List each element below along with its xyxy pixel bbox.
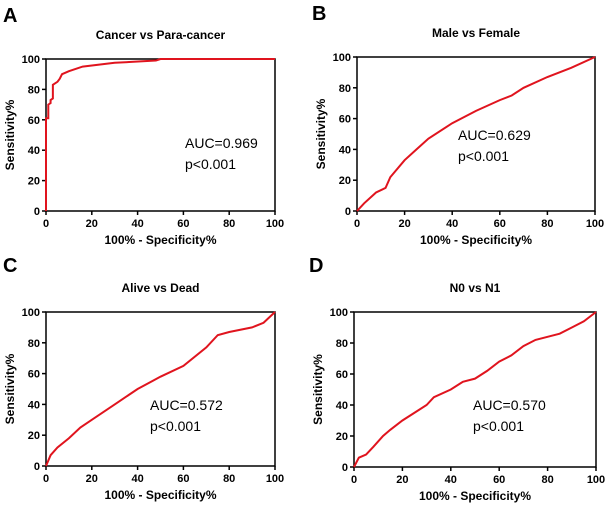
x-tick-label: 60 [177,218,189,230]
x-tick-label: 80 [223,218,235,230]
y-tick-label: 60 [28,115,40,127]
x-tick-label: 20 [396,474,408,486]
x-tick-label: 100 [586,218,604,230]
plot-frame [356,56,596,212]
x-tick-label: 60 [177,473,189,485]
x-axis-label: 100% - Specificity% [419,489,531,503]
y-axis-label: Sensitivity% [3,99,17,170]
y-tick-label: 0 [34,206,40,218]
y-tick-label: 80 [336,338,348,350]
auc-label: AUC=0.969 [185,135,258,151]
x-axis-label: 100% - Specificity% [104,233,216,247]
x-tick-label: 20 [86,473,98,485]
p-value-label: p<0.001 [473,418,524,434]
roc-curve [45,311,276,467]
x-tick-label: 0 [43,473,49,485]
auc-label: AUC=0.629 [458,127,531,143]
x-axis-label: 100% - Specificity% [104,488,216,502]
y-axis-label: Sensitivity% [3,353,17,424]
chart-title: Alive vs Dead [121,281,199,295]
chart-title: Male vs Female [432,26,520,40]
x-tick-label: 0 [354,218,360,230]
x-tick-label: 80 [541,474,553,486]
auc-label: AUC=0.570 [473,397,546,413]
y-tick-label: 100 [22,307,40,319]
y-tick-label: 60 [28,369,40,381]
x-tick-label: 0 [351,474,357,486]
y-tick-label: 0 [345,206,351,218]
x-tick-label: 100 [587,474,605,486]
y-tick-label: 20 [28,176,40,188]
roc-curve [45,58,275,211]
y-tick-label: 40 [339,144,351,156]
x-tick-label: 100 [266,473,284,485]
x-tick-label: 40 [446,218,458,230]
x-tick-label: 0 [43,218,49,230]
x-tick-label: 40 [131,473,143,485]
roc-curve [353,311,597,468]
plot-frame [45,311,276,467]
panel-letter: B [312,3,326,25]
y-tick-label: 20 [28,430,40,442]
x-tick-label: 100 [266,218,284,230]
y-tick-label: 40 [336,400,348,412]
chart-title: Cancer vs Para-cancer [96,28,226,42]
x-axis-label: 100% - Specificity% [420,233,532,247]
y-axis-label: Sensitivity% [314,98,328,169]
y-tick-label: 0 [34,461,40,473]
y-tick-label: 100 [330,307,348,319]
x-tick-label: 60 [494,218,506,230]
p-value-label: p<0.001 [150,418,201,434]
y-tick-label: 60 [336,369,348,381]
y-tick-label: 20 [336,431,348,443]
roc-curve [356,56,596,212]
y-tick-label: 80 [339,83,351,95]
panel-C: C Alive vs Dead 0 20 40 60 80 100 0 20 40 60 80 100 10… [3,255,284,502]
y-tick-label: 20 [339,175,351,187]
y-tick-label: 40 [28,145,40,157]
panel-B: B Male vs Female 0 20 40 60 80 100 0 20 40 60 80 100 1… [312,3,604,247]
panel-A: A Cancer vs Para-cancer 0 20 40 60 80 100 0 20 40 6… [3,5,284,247]
y-tick-label: 100 [22,54,40,66]
x-tick-label: 60 [493,474,505,486]
panel-letter: A [3,5,17,27]
p-value-label: p<0.001 [185,156,236,172]
plot-frame [353,311,597,468]
y-tick-label: 100 [333,52,351,64]
y-tick-label: 60 [339,114,351,126]
y-tick-label: 80 [28,338,40,350]
auc-label: AUC=0.572 [150,397,223,413]
y-tick-label: 0 [342,462,348,474]
panel-letter: D [309,255,323,277]
y-tick-label: 40 [28,399,40,411]
p-value-label: p<0.001 [458,148,509,164]
x-tick-label: 40 [445,474,457,486]
y-tick-label: 80 [28,84,40,96]
panel-letter: C [3,255,17,277]
chart-title: N0 vs N1 [450,281,501,295]
x-tick-label: 20 [86,218,98,230]
x-tick-label: 20 [398,218,410,230]
panel-D: D N0 vs N1 0 20 40 60 80 100 0 20 40 60 80 100 100% - … [309,255,605,503]
x-tick-label: 40 [131,218,143,230]
y-axis-label: Sensitivity% [311,354,325,425]
x-tick-label: 80 [541,218,553,230]
x-tick-label: 80 [223,473,235,485]
